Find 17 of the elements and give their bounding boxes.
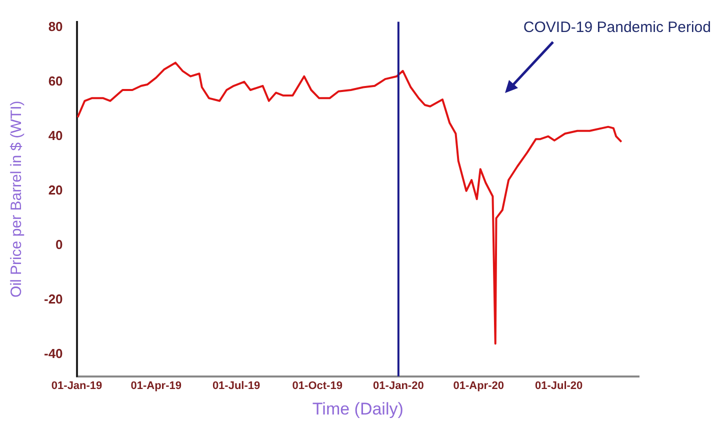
y-tick-label: -20 [44, 292, 63, 307]
annotation: COVID-19 Pandemic Period [523, 18, 711, 36]
x-tick-label: 01-Jan-20 [373, 380, 424, 392]
y-axis-title: Oil Price per Barrel in $ (WTI) [8, 100, 26, 298]
x-tick-label: 01-Jan-19 [51, 380, 102, 392]
x-tick-label: 01-Apr-19 [130, 380, 182, 392]
y-tick-label: 0 [56, 237, 63, 252]
y-tick-label: 60 [48, 73, 63, 88]
x-tick-label: 01-Jul-19 [212, 380, 260, 392]
y-tick-label: 80 [48, 18, 63, 34]
y-tick-label: -40 [44, 346, 63, 362]
x-axis-title: Time (Daily) [312, 399, 404, 418]
x-tick-label: 01-Apr-20 [453, 380, 504, 392]
y-tick-label: 20 [48, 182, 63, 198]
x-tick-label: 01-Jul-20 [534, 380, 583, 392]
y-tick-label: 40 [48, 128, 63, 143]
x-tick-label: 01-Oct-19 [292, 380, 342, 392]
